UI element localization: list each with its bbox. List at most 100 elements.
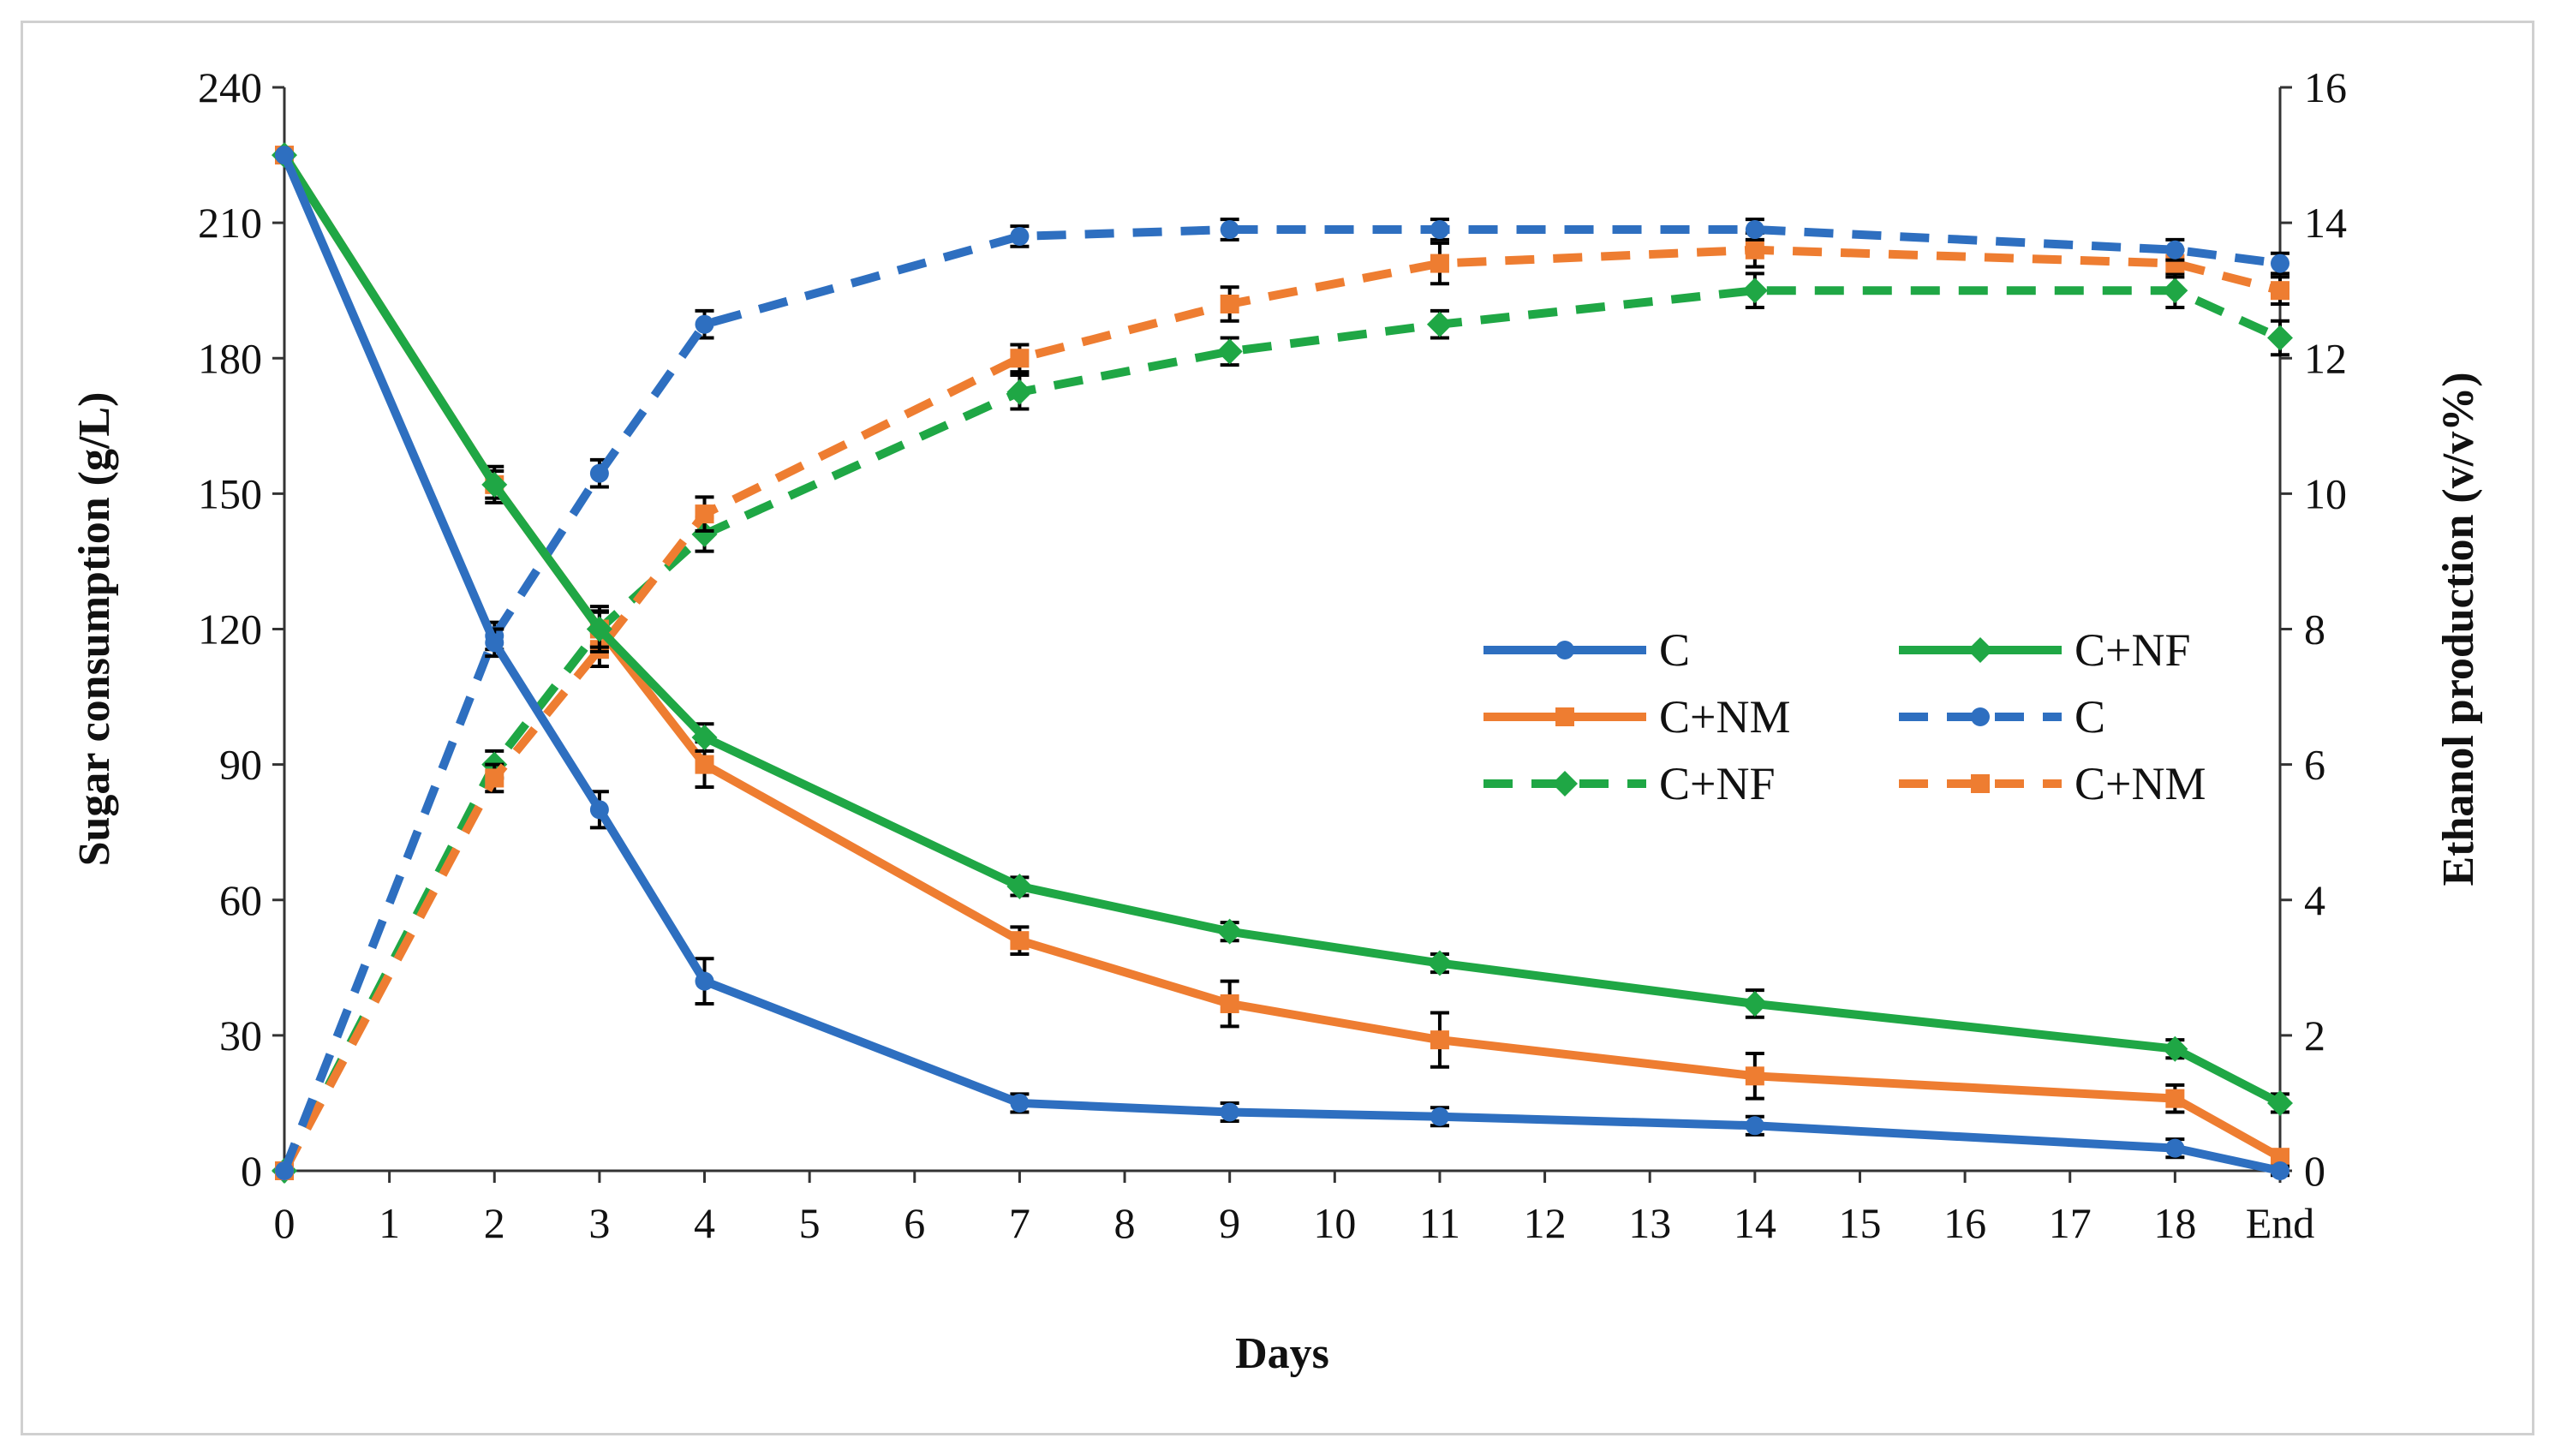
legend-marker [1971, 774, 1990, 793]
data-point [1745, 1066, 1764, 1086]
data-point [695, 755, 714, 774]
data-point [2165, 1089, 2185, 1108]
legend-entry: C+NF [1483, 758, 1776, 809]
y2-tick-label: 6 [2304, 741, 2325, 789]
data-point [2271, 254, 2289, 273]
data-point [1010, 226, 1030, 246]
data-point [1216, 918, 1243, 945]
legend-entry: C [1483, 624, 1690, 676]
x-tick-label: 10 [1313, 1199, 1356, 1247]
y2-tick-label: 12 [2304, 334, 2347, 382]
x-tick-label: 5 [799, 1199, 821, 1247]
data-point [1741, 990, 1768, 1017]
y-tick-label: 150 [198, 469, 262, 517]
legend-marker [1555, 641, 1574, 659]
y-tick-label: 180 [198, 334, 262, 382]
legend: C C+NF C+NM C C+NF C+NM [1483, 624, 2206, 809]
data-point [1006, 873, 1033, 899]
y2-axis-title: Ethanol production (v/v%) [2434, 372, 2483, 886]
data-point [2267, 325, 2293, 351]
data-point [586, 616, 612, 642]
data-point [2165, 240, 2185, 260]
x-tick-label: 9 [1219, 1199, 1240, 1247]
data-point [275, 146, 294, 165]
data-point [481, 471, 508, 498]
data-point [589, 463, 609, 483]
x-tick-label: 18 [2153, 1199, 2196, 1247]
data-point [1745, 240, 1764, 260]
series-line [280, 225, 2281, 1173]
data-point [2165, 1138, 2185, 1158]
legend-label: C+NM [1659, 691, 1790, 743]
series-line [280, 245, 2282, 1173]
x-tick-label: End [2246, 1199, 2315, 1247]
data-point [695, 314, 714, 334]
data-point [2271, 281, 2289, 301]
x-axis-title: Days [1235, 1329, 1329, 1378]
y2-tick-label: 2 [2304, 1011, 2325, 1059]
series-4 [272, 272, 2293, 1184]
data-point [1010, 931, 1030, 951]
x-tick-label: 7 [1009, 1199, 1030, 1247]
legend-marker [1555, 707, 1574, 726]
data-point [1220, 220, 1239, 240]
legend-label: C+NF [1659, 758, 1776, 809]
y-axis-title: Sugar consumption (g/L) [70, 392, 119, 867]
y2-tick-label: 16 [2304, 63, 2347, 111]
data-point [1430, 254, 1449, 273]
data-point [1216, 338, 1243, 365]
data-point [275, 1161, 294, 1180]
data-point [1010, 1093, 1030, 1113]
legend-entry: C+NF [1899, 624, 2191, 676]
y2-tick-label: 0 [2304, 1147, 2325, 1195]
series-line [280, 152, 2283, 1107]
legend-marker [1552, 771, 1578, 797]
data-point [1430, 220, 1449, 240]
series-layer [272, 142, 2293, 1184]
y2-tick-label: 8 [2304, 606, 2325, 653]
legend-marker [1967, 637, 1993, 663]
data-point [695, 504, 714, 524]
y2-tick-label: 4 [2304, 876, 2325, 924]
data-point [1426, 311, 1453, 337]
data-point [1220, 994, 1239, 1013]
legend-label: C+NF [2074, 624, 2191, 676]
x-tick-label: 15 [1838, 1199, 1881, 1247]
data-point [1010, 349, 1030, 368]
x-tick-label: 17 [2049, 1199, 2092, 1247]
legend-label: C+NM [2074, 758, 2206, 809]
y-tick-label: 120 [198, 606, 262, 653]
y-tick-label: 90 [219, 741, 262, 789]
y-tick-label: 30 [219, 1011, 262, 1059]
data-point [589, 800, 609, 820]
y-tick-label: 240 [198, 63, 262, 111]
data-point [1745, 220, 1764, 240]
x-tick-label: 6 [904, 1199, 925, 1247]
data-point [1430, 1107, 1449, 1126]
legend-marker [1971, 707, 1990, 726]
series-5 [275, 230, 2289, 1180]
series-line [280, 153, 2282, 1175]
y2-tick-label: 10 [2304, 469, 2347, 517]
legend-entry: C [1899, 691, 2105, 743]
x-tick-label: 3 [588, 1199, 610, 1247]
legend-entry: C+NM [1483, 691, 1790, 743]
x-tick-label: 11 [1419, 1199, 1460, 1247]
data-point [1430, 1030, 1449, 1050]
data-point [2162, 1035, 2188, 1062]
series-3 [275, 218, 2289, 1180]
x-tick-label: 2 [484, 1199, 505, 1247]
series-line [280, 286, 2283, 1173]
chart-frame: 0 30 60 90 120 150 180 210 240 0 2 4 6 8 10 12 14 16 0 1 2 3 4… [21, 21, 2534, 1435]
y2-tick-label: 14 [2304, 199, 2347, 247]
legend-label: C [1659, 624, 1690, 676]
y-tick-label: 60 [219, 876, 262, 924]
series-0 [275, 146, 2289, 1180]
data-point [485, 768, 504, 788]
x-tick-label: 0 [274, 1199, 295, 1247]
data-point [691, 725, 718, 750]
data-point [1745, 1116, 1764, 1136]
x-tick-label: 1 [379, 1199, 400, 1247]
data-point [695, 971, 714, 991]
